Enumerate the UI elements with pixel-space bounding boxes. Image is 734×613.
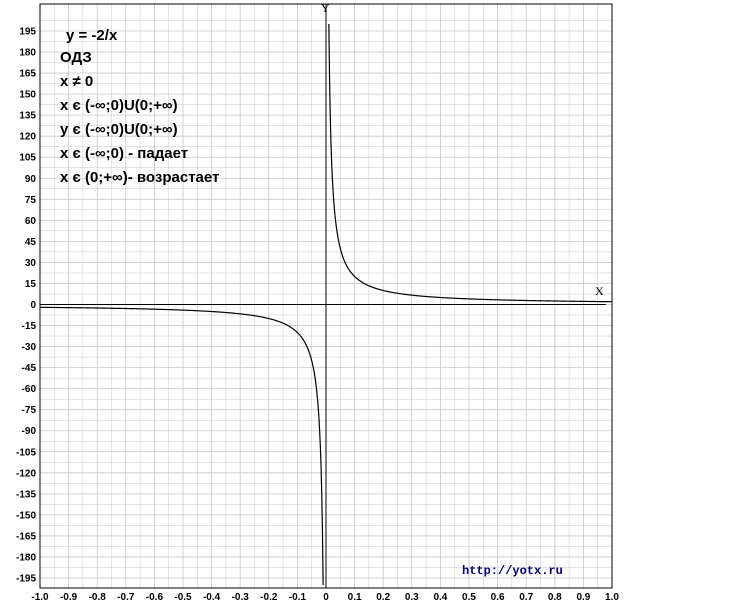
x-tick-label: 0.4 bbox=[433, 592, 447, 603]
x-axis-label: X bbox=[595, 284, 604, 298]
y-tick-label: -60 bbox=[22, 384, 37, 395]
y-axis-label: Y bbox=[321, 1, 330, 15]
y-tick-label: 180 bbox=[19, 48, 36, 59]
y-tick-labels: 1951801651501351201059075604530150-15-30… bbox=[16, 27, 36, 585]
y-tick-label: 195 bbox=[19, 27, 36, 38]
x-tick-label: -0.6 bbox=[146, 592, 164, 603]
curve-branch-2 bbox=[328, 23, 612, 303]
y-tick-label: -165 bbox=[16, 531, 36, 542]
x-tick-label: -0.4 bbox=[203, 592, 221, 603]
annotation-line: x ≠ 0 bbox=[60, 73, 93, 90]
y-tick-label: -90 bbox=[22, 426, 37, 437]
x-tick-label: 0.9 bbox=[576, 592, 590, 603]
curves bbox=[40, 23, 612, 586]
y-tick-label: -195 bbox=[16, 574, 36, 585]
x-tick-label: 0.1 bbox=[348, 592, 362, 603]
y-tick-label: 135 bbox=[19, 111, 36, 122]
y-tick-label: -45 bbox=[22, 363, 37, 374]
x-tick-label: -1.0 bbox=[31, 592, 49, 603]
y-tick-label: -135 bbox=[16, 489, 36, 500]
annotation-line: x є (-∞;0)U(0;+∞) bbox=[60, 97, 178, 114]
y-tick-label: -180 bbox=[16, 552, 36, 563]
x-tick-labels: -1.0 -0.9 -0.8 -0.7 -0.6 -0.5 -0.4 -0.3 -0.2 -0.1… bbox=[31, 592, 619, 603]
x-tick-label: 1.0 bbox=[605, 592, 619, 603]
y-tick-label: 120 bbox=[19, 132, 36, 143]
annotation-line: x є (-∞;0) - падает bbox=[60, 145, 188, 162]
x-tick-label: -0.7 bbox=[117, 592, 135, 603]
watermark: http://yotx.ru bbox=[462, 564, 563, 578]
x-tick-label: 0.6 bbox=[491, 592, 505, 603]
x-tick-label: 0.3 bbox=[405, 592, 419, 603]
y-tick-label: 30 bbox=[25, 258, 37, 269]
y-tick-label: 15 bbox=[25, 279, 37, 290]
axes bbox=[40, 4, 606, 588]
x-tick-label: 0.2 bbox=[376, 592, 390, 603]
y-tick-label: 165 bbox=[19, 69, 36, 80]
x-tick-label: -0.9 bbox=[60, 592, 78, 603]
x-tick-label: 0.5 bbox=[462, 592, 476, 603]
x-tick-label: 0.7 bbox=[519, 592, 533, 603]
chart-title: y = -2/x bbox=[66, 27, 118, 44]
curve-branch-1 bbox=[40, 306, 324, 586]
y-tick-label: -120 bbox=[16, 468, 36, 479]
x-tick-label: -0.8 bbox=[89, 592, 107, 603]
annotation-line: y є (-∞;0)U(0;+∞) bbox=[60, 121, 178, 138]
y-tick-label: 105 bbox=[19, 153, 36, 164]
annotation-line: ОДЗ bbox=[60, 49, 92, 66]
y-tick-label: -75 bbox=[22, 405, 37, 416]
x-tick-label: -0.1 bbox=[289, 592, 307, 603]
y-tick-label: -150 bbox=[16, 510, 36, 521]
y-tick-label: 90 bbox=[25, 174, 37, 185]
x-tick-label: -0.5 bbox=[174, 592, 192, 603]
y-tick-label: 45 bbox=[25, 237, 37, 248]
y-tick-label: -30 bbox=[22, 342, 37, 353]
x-tick-label: -0.2 bbox=[260, 592, 278, 603]
x-tick-label: 0 bbox=[323, 592, 329, 603]
y-tick-label: -15 bbox=[22, 321, 37, 332]
y-tick-label: -105 bbox=[16, 447, 36, 458]
y-tick-label: 150 bbox=[19, 90, 36, 101]
y-tick-label: 0 bbox=[30, 300, 36, 311]
y-tick-label: 60 bbox=[25, 216, 37, 227]
x-tick-label: 0.8 bbox=[548, 592, 562, 603]
x-tick-label: -0.3 bbox=[232, 592, 250, 603]
y-tick-label: 75 bbox=[25, 195, 37, 206]
annotations: ОДЗ x ≠ 0 x є (-∞;0)U(0;+∞) y є (-∞;0)U(0;+… bbox=[60, 49, 219, 186]
annotation-line: x є (0;+∞)- возрастает bbox=[60, 169, 219, 186]
